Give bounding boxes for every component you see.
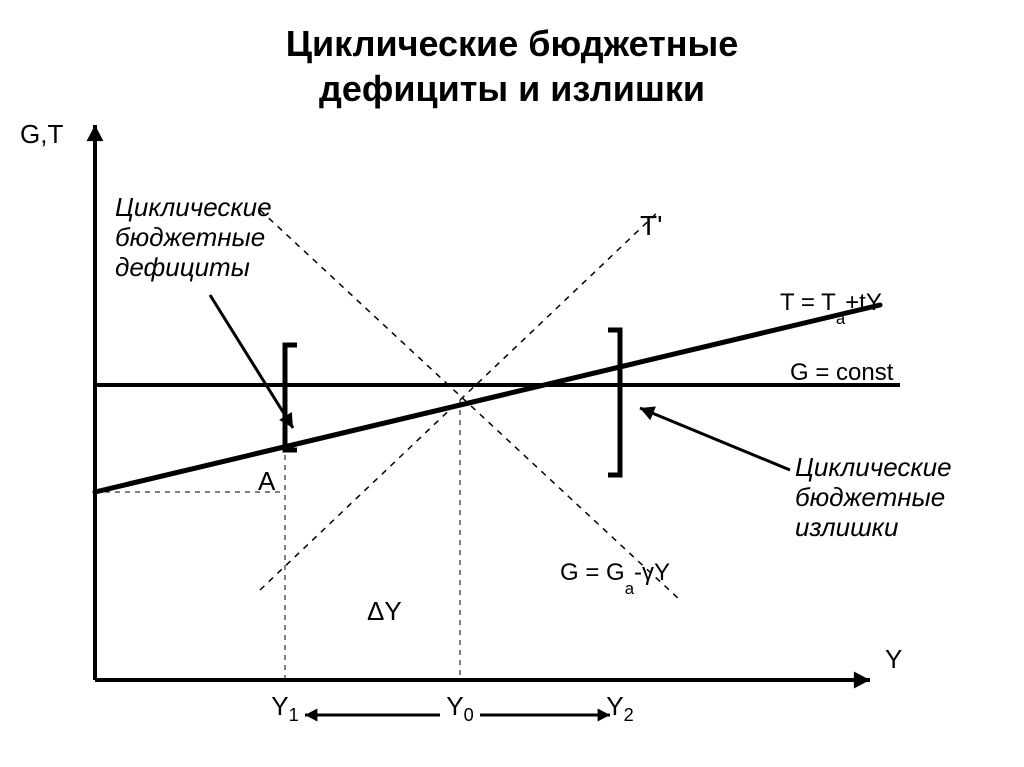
svg-text:T = Ta+tY: T = Ta+tY (780, 289, 882, 328)
svg-text:T': T' (640, 210, 662, 241)
svg-text:Y1: Y1 (271, 691, 298, 725)
svg-text:Y0: Y0 (446, 691, 473, 725)
svg-text:Y2: Y2 (606, 691, 633, 725)
budget-deficit-chart: Циклические бюджетныедефициты и излишки G… (0, 0, 1024, 767)
svg-text:Y: Y (885, 644, 902, 674)
svg-text:ΔY: ΔY (367, 596, 402, 626)
svg-text:A: A (258, 466, 276, 496)
svg-text:G,T: G,T (20, 119, 63, 149)
svg-text:G = const: G = const (790, 359, 894, 386)
surplus-annotation: Циклическиебюджетныеизлишки (795, 452, 952, 542)
chart-title: Циклические бюджетныедефициты и излишки (286, 23, 739, 109)
t-line (95, 305, 880, 492)
svg-text:G = Ga-γY: G = Ga-γY (560, 559, 670, 598)
deficit-annotation: Циклическиебюджетныедефициты (115, 192, 272, 282)
